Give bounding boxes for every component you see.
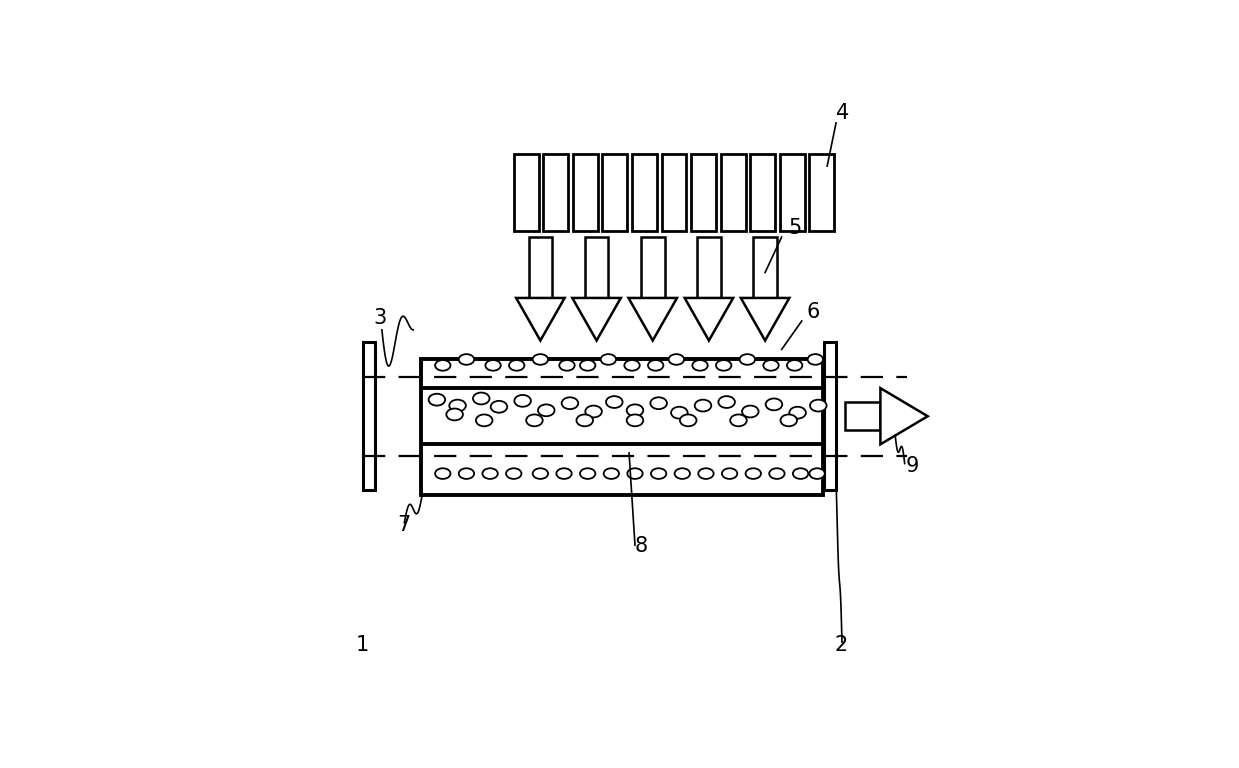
Ellipse shape [730,415,747,426]
Bar [529,237,553,298]
Ellipse shape [601,354,616,365]
Bar [691,154,716,231]
Ellipse shape [491,401,507,412]
Bar [632,154,657,231]
Ellipse shape [509,360,524,371]
Ellipse shape [429,394,445,406]
Ellipse shape [672,407,688,419]
Text: 6: 6 [807,302,820,322]
Ellipse shape [742,406,758,418]
Ellipse shape [769,468,784,479]
Bar [809,154,834,231]
Text: 2: 2 [835,635,849,655]
Bar [363,343,374,490]
Ellipse shape [669,354,684,365]
Ellipse shape [458,354,475,365]
Text: 7: 7 [398,515,410,535]
Ellipse shape [450,399,466,412]
Bar [753,237,777,298]
Ellipse shape [793,468,808,479]
Ellipse shape [627,468,643,479]
Ellipse shape [476,415,492,426]
Ellipse shape [763,360,778,371]
Polygon shape [572,298,621,340]
Ellipse shape [699,468,714,479]
Ellipse shape [486,360,501,371]
Ellipse shape [458,468,475,479]
Ellipse shape [680,415,696,426]
Ellipse shape [533,354,548,365]
Ellipse shape [446,409,463,420]
Ellipse shape [808,354,823,365]
Ellipse shape [514,395,530,407]
Text: 9: 9 [906,456,919,476]
Bar [572,154,597,231]
Polygon shape [517,298,565,340]
Polygon shape [741,298,789,340]
Ellipse shape [781,415,797,426]
Ellipse shape [527,415,543,426]
Bar [751,154,776,231]
Ellipse shape [716,360,731,371]
Ellipse shape [556,468,571,479]
Ellipse shape [627,405,643,416]
Ellipse shape [650,468,667,479]
Ellipse shape [435,468,451,479]
Ellipse shape [506,468,522,479]
Bar [779,154,804,231]
Ellipse shape [538,405,555,416]
Text: 3: 3 [374,308,387,328]
Ellipse shape [473,392,489,405]
Bar [662,154,686,231]
Text: 1: 1 [356,635,369,655]
Ellipse shape [585,406,602,418]
Bar [544,154,569,231]
Ellipse shape [674,468,690,479]
Ellipse shape [435,360,451,371]
Bar [824,343,836,490]
Polygon shape [881,388,928,445]
Bar [585,237,608,298]
Ellipse shape [809,468,825,479]
Ellipse shape [576,415,593,426]
Ellipse shape [533,468,548,479]
Ellipse shape [719,396,735,408]
Ellipse shape [693,360,707,371]
Text: 4: 4 [836,103,849,123]
Ellipse shape [580,468,596,479]
Ellipse shape [561,397,579,409]
Ellipse shape [722,468,737,479]
Text: 8: 8 [634,536,648,556]
Bar [698,237,721,298]
Bar [514,154,539,231]
Text: 5: 5 [789,218,802,238]
Ellipse shape [695,399,711,412]
Ellipse shape [740,354,755,365]
Polygon shape [685,298,733,340]
Ellipse shape [746,468,761,479]
Ellipse shape [606,396,622,408]
Bar [845,402,881,430]
Ellipse shape [627,415,643,426]
Ellipse shape [482,468,498,479]
Ellipse shape [789,407,805,419]
Ellipse shape [559,360,575,371]
Ellipse shape [650,397,667,409]
Bar [421,359,823,495]
Ellipse shape [580,360,596,371]
Ellipse shape [648,360,663,371]
Ellipse shape [603,468,620,479]
Polygon shape [628,298,676,340]
Bar [721,154,746,231]
Bar [602,154,627,231]
Ellipse shape [787,360,803,371]
Ellipse shape [810,399,826,412]
Ellipse shape [766,399,782,410]
Bar [641,237,664,298]
Ellipse shape [624,360,639,371]
